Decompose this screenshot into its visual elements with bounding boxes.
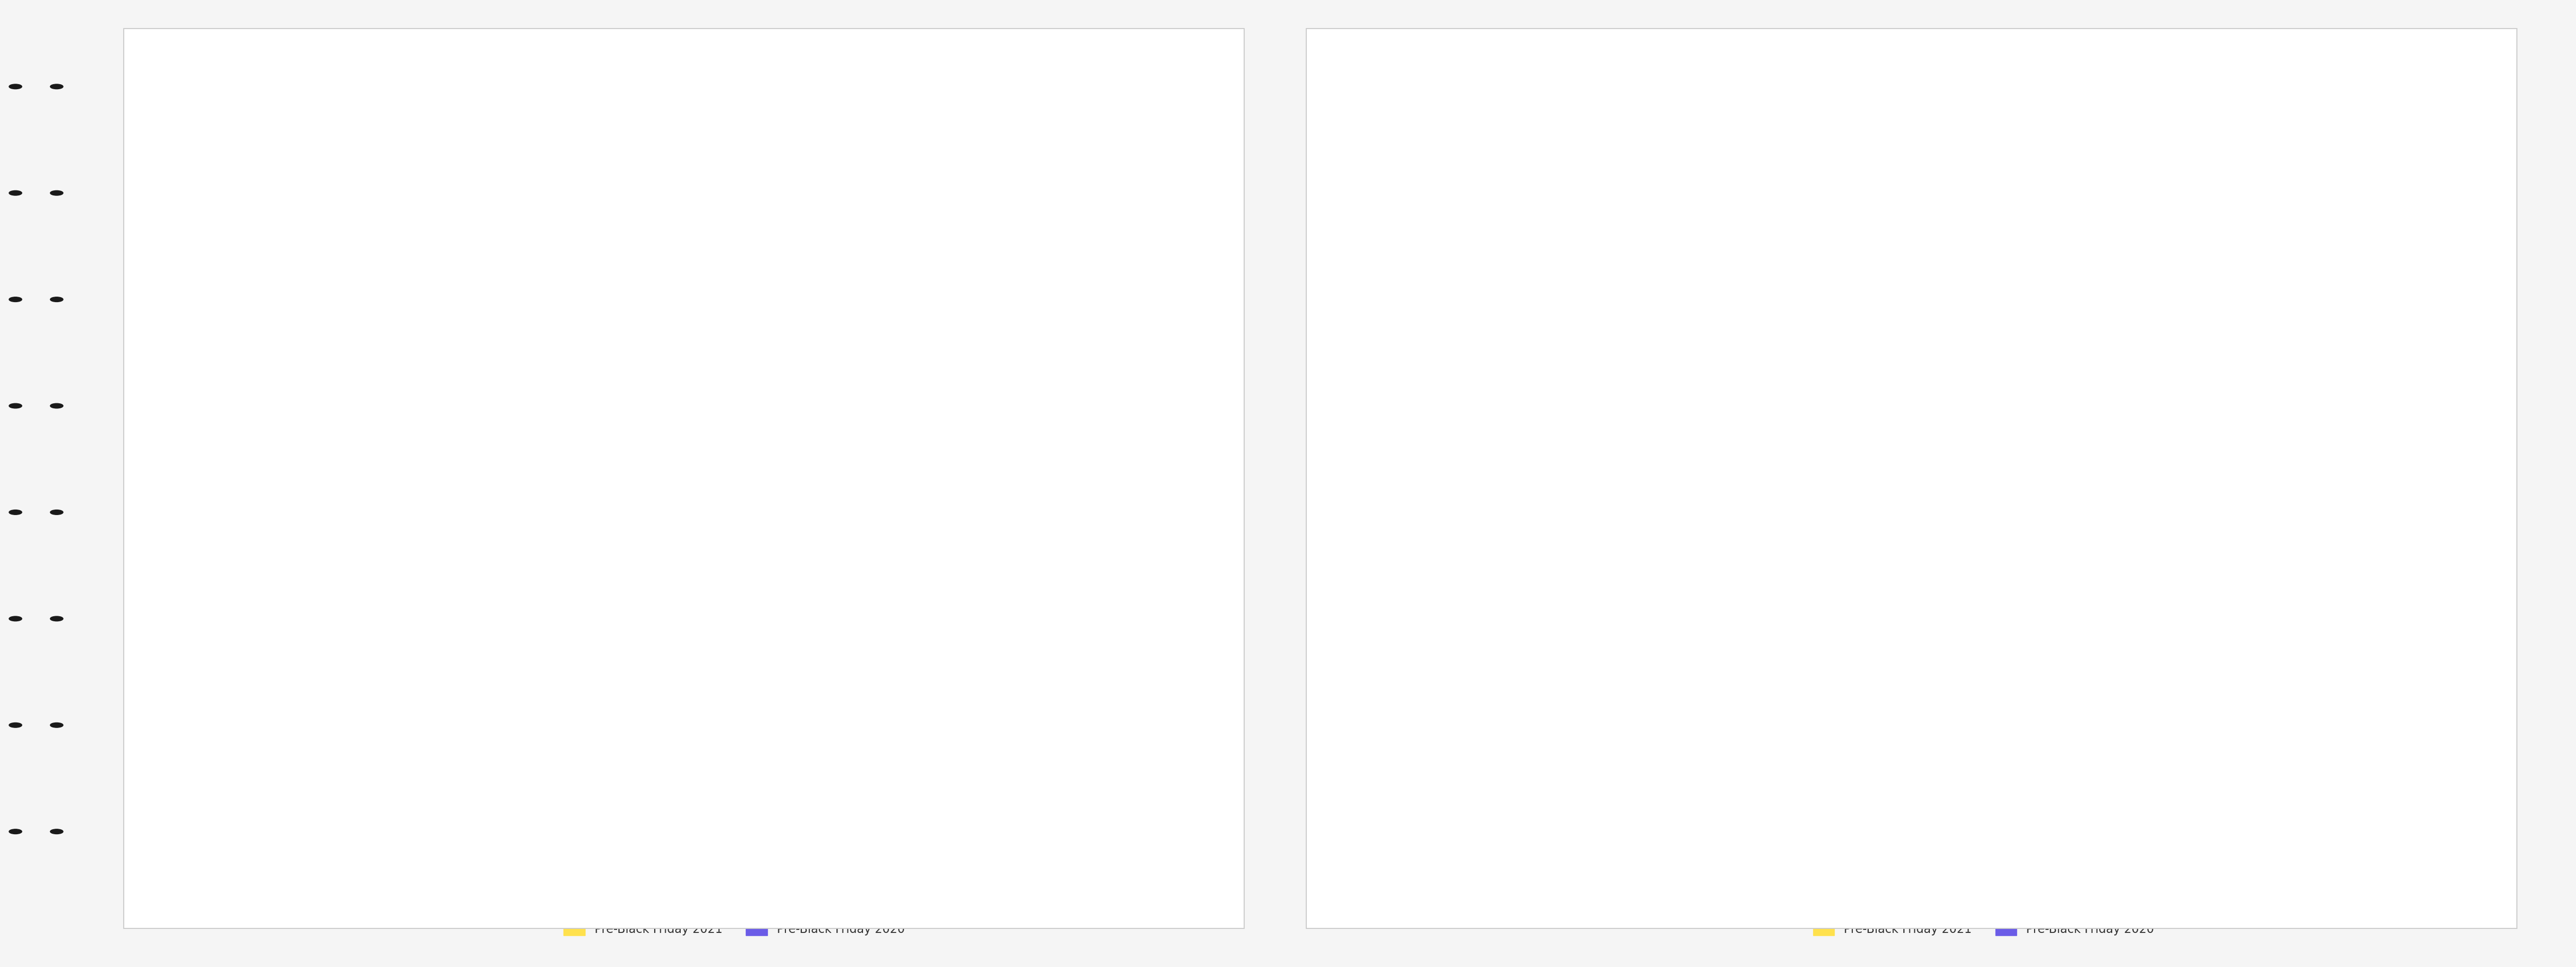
Bar (1546, 548, 1721, 596)
Text: 44%: 44% (2195, 222, 2215, 232)
Text: 11%: 11% (1713, 270, 1734, 279)
Bar (1546, 696, 1705, 744)
Bar (309, 399, 649, 447)
Title: Percentage of SKUs on Discount: Percentage of SKUs on Discount (623, 127, 845, 141)
Bar (309, 696, 1046, 744)
Bar (1546, 352, 2275, 399)
Text: 7%: 7% (513, 371, 528, 381)
Legend: Pre-Black Friday 2021, Pre-Black Friday 2020: Pre-Black Friday 2021, Pre-Black Friday … (559, 917, 909, 940)
Text: 11%: 11% (1713, 716, 1734, 725)
Bar (309, 251, 649, 299)
Bar (309, 649, 394, 696)
Bar (309, 501, 422, 548)
Text: 12%: 12% (654, 419, 677, 428)
Text: 44%: 44% (2195, 668, 2215, 678)
Text: 8%: 8% (541, 222, 556, 232)
Text: 50%: 50% (2282, 371, 2303, 381)
Text: 11%: 11% (1713, 419, 1734, 428)
Text: 26%: 26% (1051, 716, 1074, 725)
Text: 50%: 50% (2282, 519, 2303, 529)
Bar (1546, 501, 2275, 548)
Text: 12%: 12% (1726, 567, 1749, 576)
Text: 2%: 2% (371, 567, 386, 576)
Legend: Pre-Black Friday 2021, Pre-Black Friday 2020: Pre-Black Friday 2021, Pre-Black Friday … (1808, 917, 2159, 940)
Text: 4%: 4% (428, 519, 443, 529)
Bar (309, 204, 536, 251)
Title: Magnitude of Discount by Category: Magnitude of Discount by Category (1860, 127, 2107, 141)
Bar (1546, 204, 2187, 251)
Text: 3%: 3% (399, 668, 415, 678)
Bar (309, 352, 507, 399)
Text: 12%: 12% (654, 270, 677, 279)
Bar (1546, 649, 2187, 696)
Bar (1546, 251, 1705, 299)
Bar (1546, 399, 1705, 447)
Bar (309, 548, 366, 596)
